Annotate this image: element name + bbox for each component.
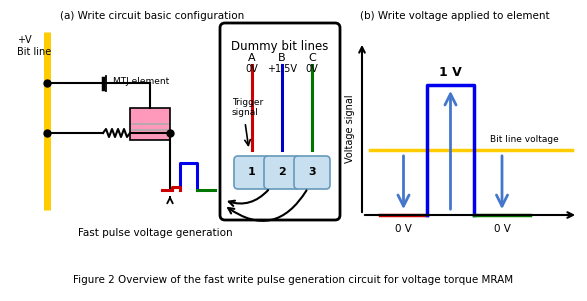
Text: Fast pulse voltage generation: Fast pulse voltage generation	[77, 228, 232, 238]
Text: Trigger
signal: Trigger signal	[232, 98, 263, 117]
Text: +1.5V: +1.5V	[267, 64, 297, 74]
Text: 2: 2	[278, 167, 286, 177]
FancyBboxPatch shape	[264, 156, 300, 189]
Text: 0 V: 0 V	[494, 224, 511, 234]
Text: 1: 1	[248, 167, 256, 177]
Text: Figure 2 Overview of the fast write pulse generation circuit for voltage torque : Figure 2 Overview of the fast write puls…	[73, 275, 513, 285]
Text: (b) Write voltage applied to element: (b) Write voltage applied to element	[360, 11, 550, 21]
Text: 0V: 0V	[306, 64, 318, 74]
Text: 0V: 0V	[245, 64, 258, 74]
Text: 3: 3	[308, 167, 316, 177]
Text: Voltage signal: Voltage signal	[345, 94, 355, 163]
Text: MTJ element: MTJ element	[113, 76, 169, 85]
FancyBboxPatch shape	[220, 23, 340, 220]
Text: Dummy bit lines: Dummy bit lines	[231, 40, 329, 53]
Text: 1 V: 1 V	[439, 66, 462, 79]
Text: Bit line voltage: Bit line voltage	[490, 135, 559, 144]
Text: 0 V: 0 V	[395, 224, 412, 234]
Text: A: A	[248, 53, 256, 63]
FancyBboxPatch shape	[234, 156, 270, 189]
FancyBboxPatch shape	[294, 156, 330, 189]
Text: B: B	[278, 53, 286, 63]
Text: (a) Write circuit basic configuration: (a) Write circuit basic configuration	[60, 11, 244, 21]
Text: C: C	[308, 53, 316, 63]
Bar	[130, 108, 170, 140]
Text: +V
Bit line: +V Bit line	[17, 35, 51, 57]
